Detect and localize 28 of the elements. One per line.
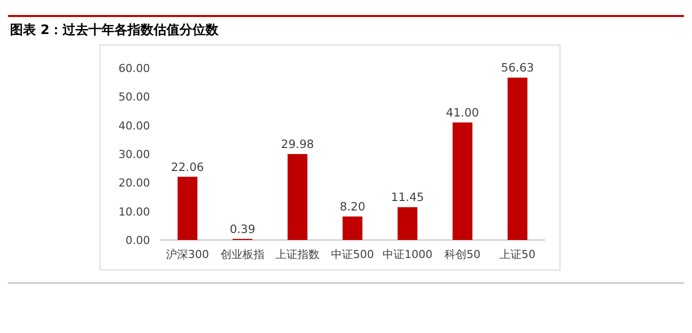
bar: [398, 207, 418, 240]
data-label: 56.63: [501, 60, 534, 75]
chart-title: 图表 2：过去十年各指数估值分位数: [10, 23, 220, 38]
bar: [508, 78, 528, 240]
data-label: 29.98: [281, 137, 314, 152]
x-tick-label: 科创50: [444, 248, 480, 261]
y-tick-label: 20.00: [118, 176, 150, 190]
y-tick-label: 30.00: [118, 148, 150, 161]
bar: [288, 154, 308, 240]
y-tick-label: 60.00: [118, 62, 150, 75]
y-tick-label: 50.00: [118, 90, 150, 104]
bar: [342, 216, 362, 240]
x-tick-label: 沪深300: [166, 248, 209, 261]
data-label: 41.00: [446, 105, 479, 120]
y-tick-label: 10.00: [118, 205, 150, 218]
y-tick-label: 40.00: [118, 119, 150, 132]
bar: [452, 122, 472, 240]
data-label: 22.06: [171, 160, 204, 174]
x-tick-label: 上证指数: [276, 248, 320, 261]
data-label: 8.20: [340, 199, 366, 214]
data-label: 0.39: [230, 222, 256, 236]
data-label: 11.45: [391, 190, 424, 204]
x-tick-label: 上证50: [500, 248, 536, 261]
bar: [178, 176, 198, 240]
x-tick-label: 创业板指: [220, 248, 264, 261]
x-tick-label: 中证1000: [382, 248, 432, 261]
x-tick-label: 中证500: [331, 248, 374, 261]
y-tick-label: 0.00: [126, 234, 150, 247]
